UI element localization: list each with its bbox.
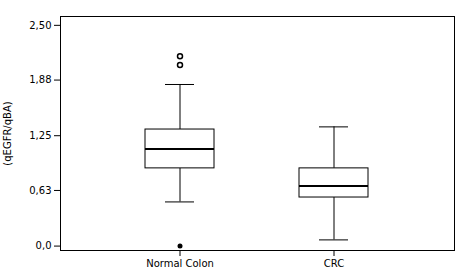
svg-text:(qEGFR/qBA): (qEGFR/qBA) xyxy=(2,101,13,165)
svg-text:CRC: CRC xyxy=(324,258,344,269)
svg-text:1,88: 1,88 xyxy=(29,74,51,85)
svg-text:0,0: 0,0 xyxy=(36,240,52,251)
svg-text:1,25: 1,25 xyxy=(29,130,51,141)
svg-text:Normal Colon: Normal Colon xyxy=(146,258,214,269)
svg-text:0,63: 0,63 xyxy=(29,185,51,196)
svg-text:2,50: 2,50 xyxy=(29,20,51,31)
